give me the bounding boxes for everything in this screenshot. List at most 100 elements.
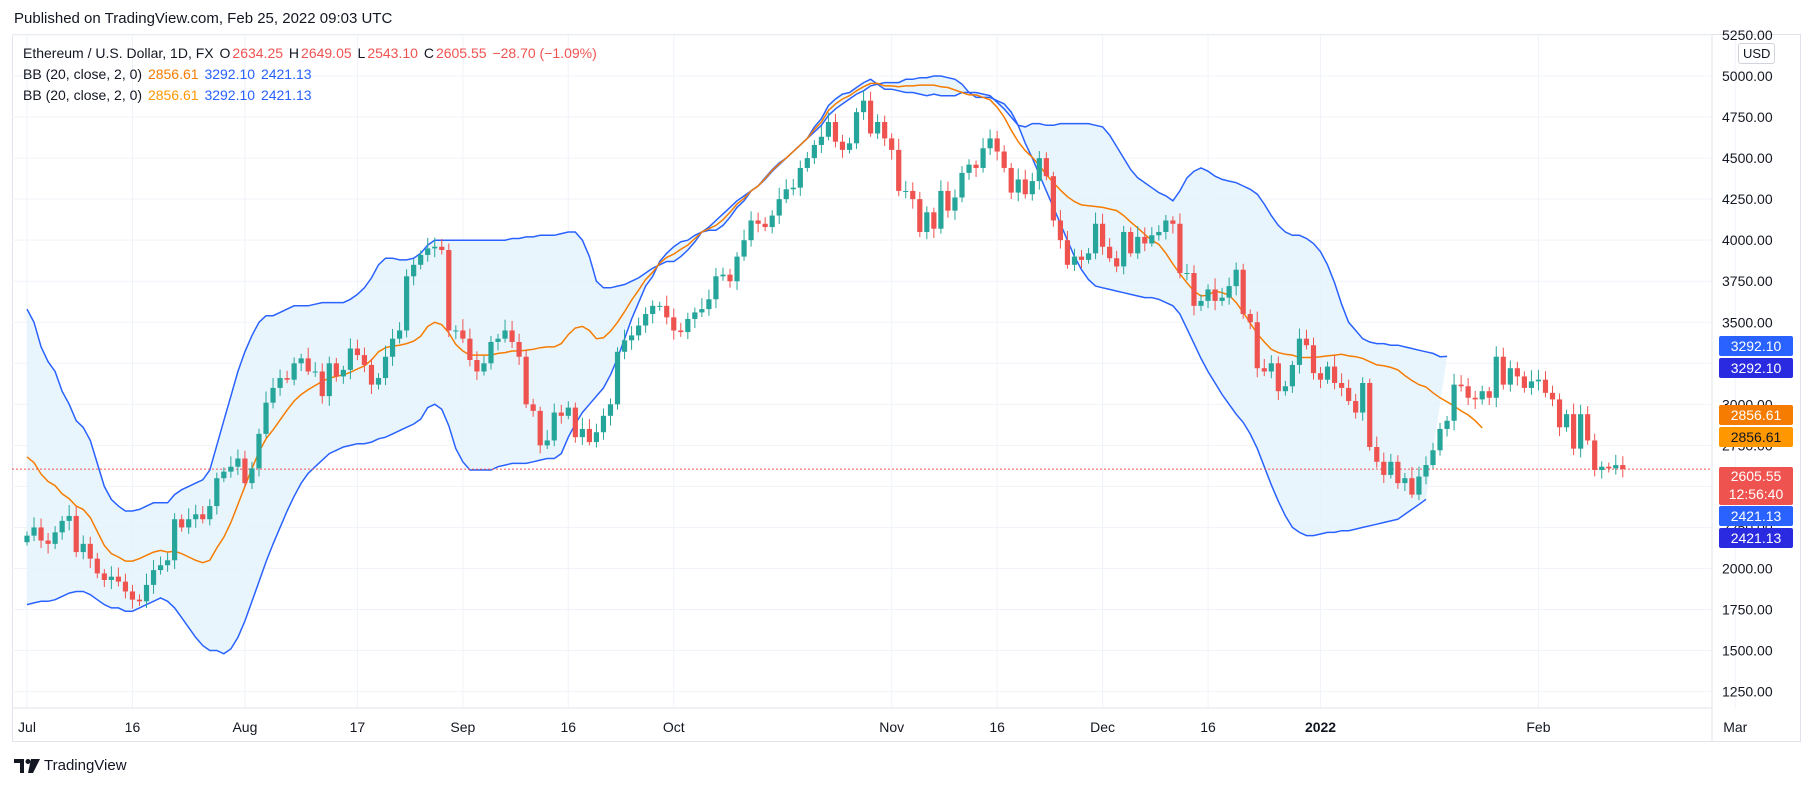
candle-body <box>530 404 536 411</box>
bb-label[interactable]: BB (20, close, 2, 0) <box>23 87 143 103</box>
candle-body <box>1613 465 1619 469</box>
bb-legend-2[interactable]: BB (20, close, 2, 0) 2856.61 3292.10 242… <box>23 87 314 103</box>
candle-body <box>551 412 557 441</box>
candle-body <box>1268 363 1274 372</box>
candle-body <box>783 189 789 200</box>
symbol-title[interactable]: Ethereum / U.S. Dollar, 1D, FX <box>23 45 214 61</box>
candle <box>1198 294 1204 311</box>
candle-body <box>1409 478 1415 495</box>
candle <box>59 515 65 540</box>
candle-body <box>755 220 761 224</box>
candle <box>453 325 459 340</box>
bollinger-band-fill <box>27 76 1448 654</box>
time-tick-label: Feb <box>1526 719 1550 735</box>
candle-body <box>256 433 262 469</box>
candle-body <box>1437 428 1443 451</box>
candle-body <box>1177 223 1183 274</box>
candle <box>910 182 916 209</box>
candle <box>818 125 824 154</box>
candle-body <box>488 341 494 364</box>
candle <box>1191 265 1197 316</box>
candle-body <box>1198 300 1204 306</box>
low-value: 2543.10 <box>367 45 418 61</box>
candle <box>439 238 445 255</box>
candle <box>966 159 972 180</box>
candle <box>1233 262 1239 296</box>
candle-body <box>1310 345 1317 374</box>
candle-body <box>853 112 860 144</box>
candle-body <box>748 220 754 241</box>
bollinger-lower-line <box>26 75 1427 655</box>
candle-body <box>1156 231 1162 236</box>
candle-body <box>446 250 452 331</box>
candle <box>1085 248 1092 264</box>
candle <box>481 355 487 376</box>
candle <box>200 506 206 524</box>
candle-body <box>706 299 712 310</box>
candle <box>945 181 951 218</box>
candle <box>277 369 283 396</box>
time-tick-label: 17 <box>350 719 366 735</box>
candle <box>94 552 100 579</box>
candle-body <box>115 576 121 582</box>
candle-body <box>1233 269 1239 287</box>
candle-body <box>1240 269 1246 315</box>
candle-body <box>776 199 782 216</box>
candle <box>1500 347 1506 390</box>
candle <box>692 307 698 329</box>
candle-body <box>860 100 867 113</box>
candle-body <box>1493 356 1499 398</box>
candle-body <box>1219 297 1225 301</box>
candle <box>987 129 993 155</box>
candle-body <box>1451 384 1457 421</box>
candle <box>207 499 213 526</box>
candle-body <box>24 535 30 543</box>
bb-label[interactable]: BB (20, close, 2, 0) <box>23 66 143 82</box>
candle-body <box>249 468 255 484</box>
candle-body <box>101 573 107 580</box>
candle <box>600 408 607 440</box>
bollinger-basis-line <box>26 82 1483 564</box>
price-tick-label: 4000.00 <box>1722 232 1773 248</box>
candle-body <box>1254 322 1260 369</box>
candle <box>375 373 382 390</box>
candle-body <box>122 581 129 592</box>
candle-body <box>418 254 424 265</box>
candle-body <box>811 144 817 159</box>
candle-body <box>207 506 213 520</box>
candle <box>1409 466 1415 499</box>
candle <box>418 250 424 270</box>
lower-band-tag: 2421.13 <box>1719 528 1793 548</box>
candle <box>291 357 297 386</box>
candle <box>769 210 775 234</box>
candle-body <box>326 363 332 397</box>
open-label: O <box>219 45 231 61</box>
candle <box>1465 378 1471 406</box>
candle <box>1423 456 1429 485</box>
candle <box>804 152 810 172</box>
candle-body <box>1395 461 1401 484</box>
candle <box>1402 472 1408 491</box>
candle <box>1099 213 1106 255</box>
candle <box>319 363 325 404</box>
candle <box>1240 263 1246 319</box>
currency-button[interactable]: USD <box>1738 43 1776 64</box>
candle <box>811 140 817 165</box>
candle-body <box>432 246 438 249</box>
candle <box>678 322 684 337</box>
candle-body <box>931 212 937 229</box>
candle <box>882 115 888 146</box>
ohlc-legend[interactable]: Ethereum / U.S. Dollar, 1D, FX O 2634.25 … <box>23 45 599 61</box>
candle-body <box>621 340 628 352</box>
bb-legend-1[interactable]: BB (20, close, 2, 0) 2856.61 3292.10 242… <box>23 66 314 82</box>
candle-body <box>1458 384 1464 387</box>
candle <box>263 391 269 438</box>
candle <box>186 508 192 534</box>
candle <box>80 535 86 560</box>
candle-body <box>889 138 895 150</box>
candle-body <box>186 519 192 528</box>
candle-body <box>1212 289 1218 301</box>
tradingview-brand[interactable]: TradingView <box>14 757 127 774</box>
candle <box>579 417 585 445</box>
